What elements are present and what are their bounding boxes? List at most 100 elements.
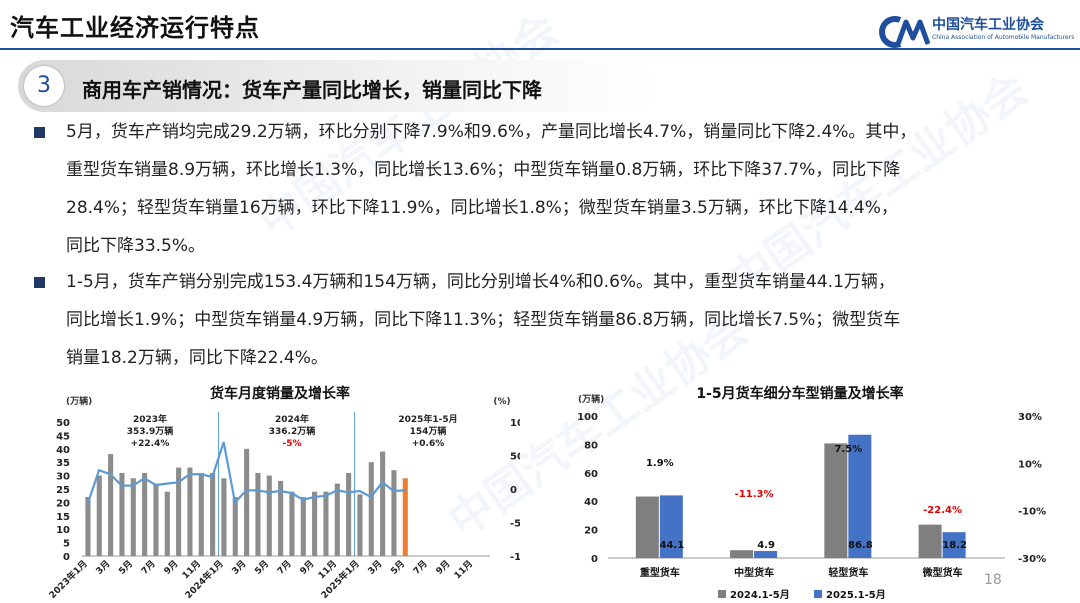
sales-bar [334, 483, 340, 556]
y2-tick-label: 0 [510, 485, 517, 496]
monthly-sales-chart: 货车月度销量及增长率 (万辆) (%) 0 5 10 15 20 25 30 35 40 45 50 -10… [46, 385, 520, 600]
annotation-text: 154万辆 [410, 425, 447, 437]
y-tick-label: 50 [56, 418, 70, 429]
header-divider [0, 48, 1080, 50]
sales-bar [221, 478, 227, 556]
sales-bar [210, 472, 216, 556]
sales-bar [278, 480, 284, 556]
section-heading: 商用车产销情况：货车产量同比增长，销量同比下降 [82, 78, 542, 102]
caam-logo: 中国汽车工业协会 China Association of Automobile… [878, 14, 1074, 52]
y-tick-label: 25 [56, 485, 70, 496]
y-axis-label: (万辆) [66, 395, 92, 407]
y-tick-label: 15 [56, 512, 70, 523]
y-tick-label: 5 [63, 539, 70, 550]
sales-bar [300, 497, 306, 556]
sales-bar [289, 491, 295, 556]
y2-tick-label: -100 [510, 552, 520, 563]
growth-label: -11.3% [735, 489, 774, 500]
sales-bar [142, 472, 148, 556]
y2-tick-label: 30% [1018, 412, 1042, 423]
y-tick-label: 60 [584, 469, 598, 480]
bar-value-label: 44.1 [659, 540, 684, 551]
y-tick-label: 20 [56, 498, 70, 509]
sales-bar [754, 551, 778, 558]
sales-bar [942, 532, 966, 558]
annotation-text: -5% [282, 439, 301, 449]
sales-bar [153, 483, 159, 556]
logo-text-cn: 中国汽车工业协会 [932, 17, 1044, 33]
sales-bar [391, 470, 397, 556]
y2-tick-label: -50 [510, 519, 520, 530]
x-category-label: 重型货车 [640, 566, 680, 579]
sales-bar [848, 434, 872, 558]
growth-label: 7.5% [834, 444, 862, 455]
y-tick-label: 100 [577, 412, 598, 423]
y-tick-label: 10 [56, 525, 70, 536]
sales-bar [402, 478, 408, 556]
legend-swatch [718, 590, 726, 598]
annotation-text: 336.2万辆 [269, 425, 315, 437]
x-tick-label: 7月 [275, 558, 294, 577]
x-tick-label: 9月 [298, 558, 317, 577]
y-tick-label: 35 [56, 458, 70, 469]
x-tick-label: 7月 [139, 558, 158, 577]
bar-value-label: 86.8 [848, 540, 873, 551]
annotation-text: +0.6% [412, 439, 445, 449]
x-category-label: 轻型货车 [828, 566, 868, 579]
y-tick-label: 80 [584, 440, 598, 451]
section-banner: 3 商用车产销情况：货车产量同比增长，销量同比下降 [18, 60, 658, 112]
chart-title: 1-5月货车细分车型销量及增长率 [696, 385, 903, 402]
sales-bar [659, 495, 683, 558]
paragraph-line: 重型货车销量8.9万辆，环比增长1.3%，同比增长13.6%；中型货车销量0.8… [66, 160, 901, 180]
y-tick-label: 0 [63, 552, 70, 563]
annotation-text: 353.9万辆 [127, 425, 173, 437]
sales-bar [96, 475, 102, 556]
x-tick-label: 2023年1月 [46, 558, 89, 600]
y-axis-label: (万辆) [578, 393, 604, 405]
sales-bar [119, 472, 125, 556]
y2-axis-label: (%) [493, 397, 510, 407]
segment-sales-chart: 1-5月货车细分车型销量及增长率 (万辆) 0 20 40 60 80 100 -30% -10%… [577, 385, 1046, 600]
paragraph-line: 销量18.2万辆，同比下降22.4%。 [66, 348, 328, 368]
page-title: 汽车工业经济运行特点 [10, 14, 260, 42]
sales-bar [266, 475, 272, 556]
paragraph-line: 同比下降33.5%。 [66, 236, 206, 256]
section-number: 3 [24, 66, 64, 106]
logo-text-en: China Association of Automobile Manufact… [932, 34, 1075, 41]
annotation-text: 2025年1-5月 [398, 413, 457, 425]
y-tick-label: 40 [584, 497, 598, 508]
sales-bar [635, 496, 659, 558]
y-tick-label: 40 [56, 445, 70, 456]
sales-bar [244, 448, 250, 556]
sales-bar [255, 472, 261, 556]
paragraph-line: 同比增长1.9%；中型货车销量4.9万辆，同比下降11.3%；轻型货车销量86.… [66, 310, 901, 330]
sales-bar [368, 462, 374, 556]
sales-bar [357, 494, 363, 556]
y-tick-label: 0 [591, 554, 598, 565]
growth-label: -22.4% [923, 505, 962, 516]
page-number: 18 [984, 572, 1002, 588]
sales-bar [232, 497, 238, 556]
sales-bar [346, 472, 352, 556]
sales-bar [164, 491, 170, 556]
annotation-text: 2023年 [133, 413, 167, 425]
growth-label: 1.9% [646, 458, 674, 469]
y2-tick-label: 50 [510, 452, 520, 463]
sales-bar [312, 491, 318, 556]
y-tick-label: 30 [56, 472, 70, 483]
sales-bar [176, 467, 182, 556]
chart-title: 货车月度销量及增长率 [209, 385, 350, 402]
x-tick-label: 3月 [366, 558, 385, 577]
x-tick-label: 3月 [230, 558, 249, 577]
sales-bar [187, 467, 193, 556]
x-tick-label: 5月 [253, 558, 272, 577]
x-tick-label: 7月 [411, 558, 430, 577]
x-tick-label: 9月 [162, 558, 181, 577]
y2-tick-label: -10% [1018, 507, 1046, 518]
x-category-label: 微型货车 [922, 566, 963, 579]
y2-tick-label: 10% [1018, 459, 1042, 470]
y2-tick-label: -30% [1018, 554, 1046, 565]
x-tick-label: 3月 [94, 558, 113, 577]
y-tick-label: 45 [56, 431, 70, 442]
annotation-text: 2024年 [275, 413, 309, 425]
